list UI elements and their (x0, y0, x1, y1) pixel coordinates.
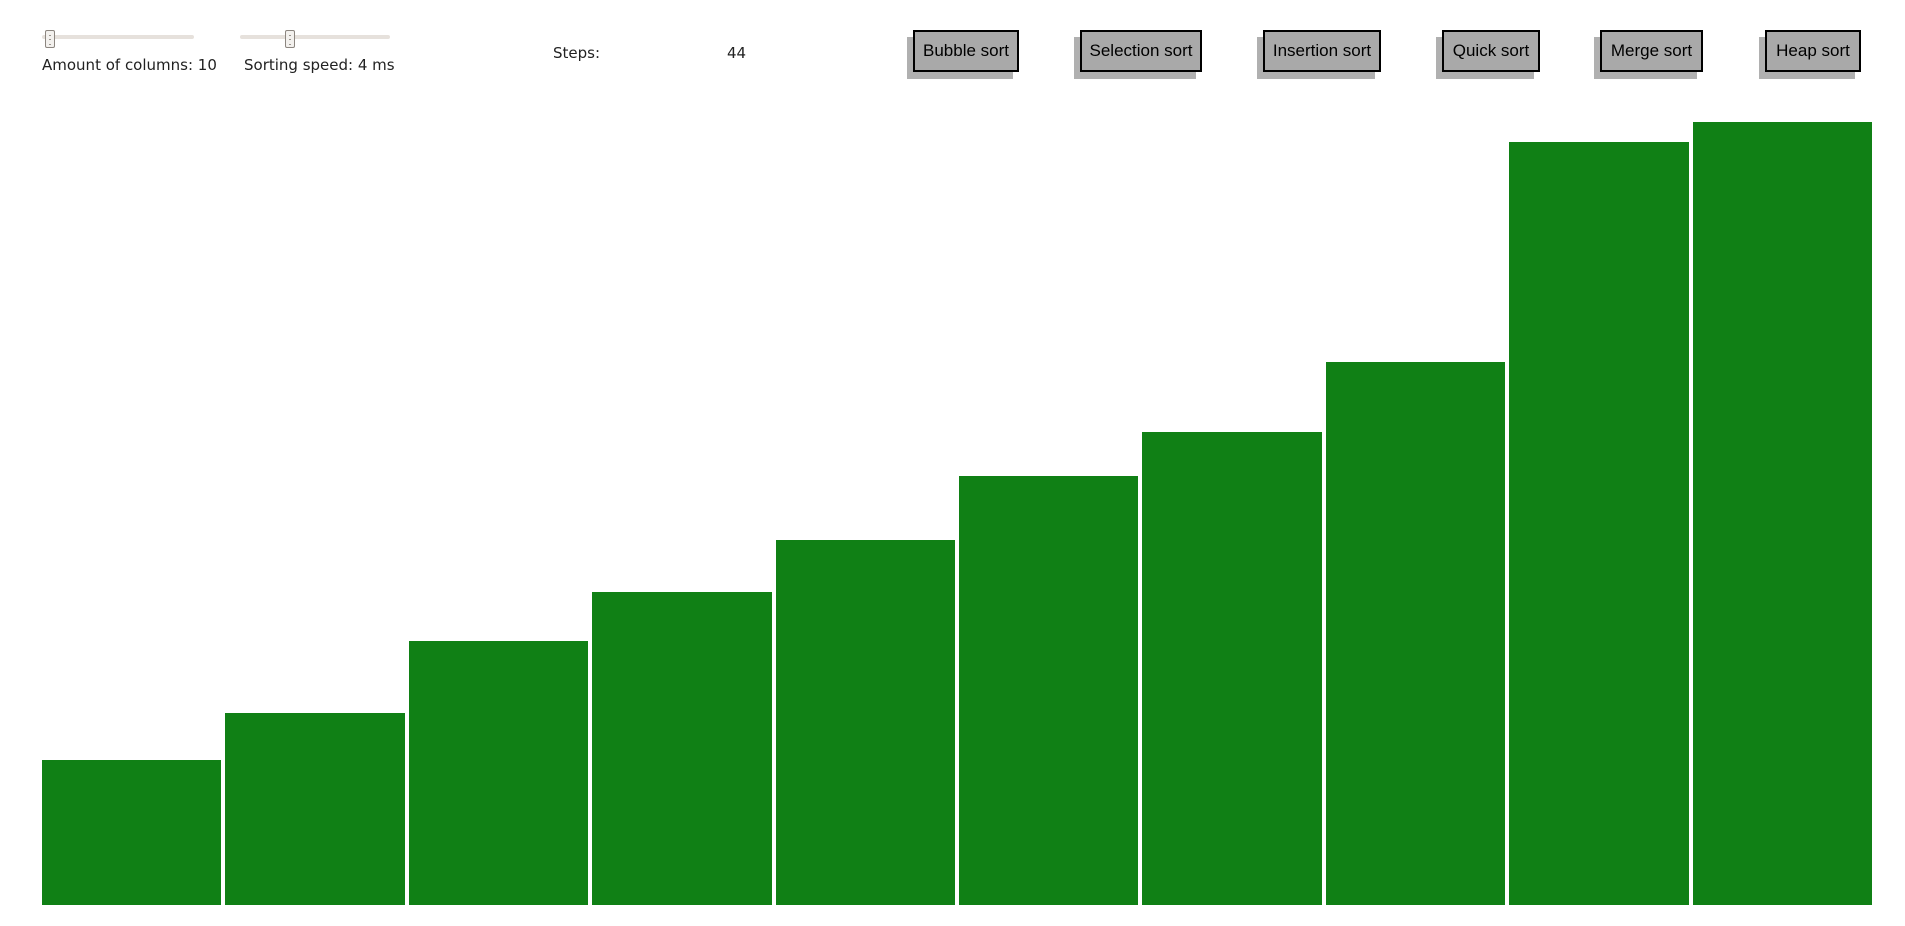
quick-sort-button-wrap: Quick sort (1436, 30, 1540, 79)
bar-column (775, 540, 955, 905)
columns-slider[interactable] (42, 30, 194, 48)
selection-sort-button[interactable]: Selection sort (1080, 30, 1202, 72)
speed-slider-thumb[interactable] (285, 30, 295, 48)
heap-sort-button-wrap: Heap sort (1759, 30, 1861, 79)
speed-slider[interactable] (240, 30, 390, 48)
merge-sort-button-wrap: Merge sort (1594, 30, 1703, 79)
bubble-sort-button[interactable]: Bubble sort (913, 30, 1019, 72)
selection-sort-button-wrap: Selection sort (1074, 30, 1202, 79)
heap-sort-button[interactable]: Heap sort (1765, 30, 1861, 72)
insertion-sort-button-wrap: Insertion sort (1257, 30, 1381, 79)
columns-slider-track[interactable] (42, 35, 194, 39)
merge-sort-button[interactable]: Merge sort (1600, 30, 1703, 72)
bar-column (1692, 122, 1872, 905)
columns-label: Amount of columns: 10 (42, 56, 217, 74)
bar-column (225, 713, 405, 905)
steps-label: Steps: (553, 44, 601, 62)
bar-column (1509, 141, 1689, 905)
quick-sort-button[interactable]: Quick sort (1442, 30, 1540, 72)
speed-label: Sorting speed: 4 ms (244, 56, 395, 74)
bar-chart (42, 122, 1872, 905)
bar-column (592, 592, 772, 905)
speed-slider-track[interactable] (240, 35, 390, 39)
columns-slider-thumb[interactable] (45, 30, 55, 48)
steps-value: 44 (727, 44, 747, 62)
bar-column (1325, 361, 1506, 905)
bar-column (959, 475, 1139, 905)
bar-column (42, 760, 222, 905)
bar-column (408, 641, 589, 905)
insertion-sort-button[interactable]: Insertion sort (1263, 30, 1381, 72)
bar-column (1142, 431, 1322, 905)
bubble-sort-button-wrap: Bubble sort (907, 30, 1019, 79)
